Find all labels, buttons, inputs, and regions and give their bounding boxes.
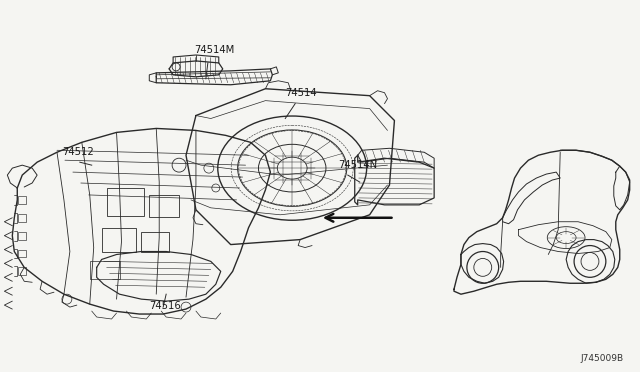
Bar [102,228,136,253]
Text: 74516: 74516 [149,301,181,311]
Text: 74514: 74514 [285,88,317,98]
Bar [90,262,120,279]
Bar [19,250,26,257]
Bar [19,196,26,204]
Bar [19,267,26,275]
Bar [107,188,145,216]
Bar [141,232,169,251]
Bar [19,232,26,240]
Text: 74512: 74512 [62,147,93,157]
Bar [19,214,26,222]
Text: 74514N: 74514N [338,160,377,170]
Text: 74514M: 74514M [194,45,234,55]
Text: J745009B: J745009B [580,354,623,363]
Bar [149,195,179,217]
